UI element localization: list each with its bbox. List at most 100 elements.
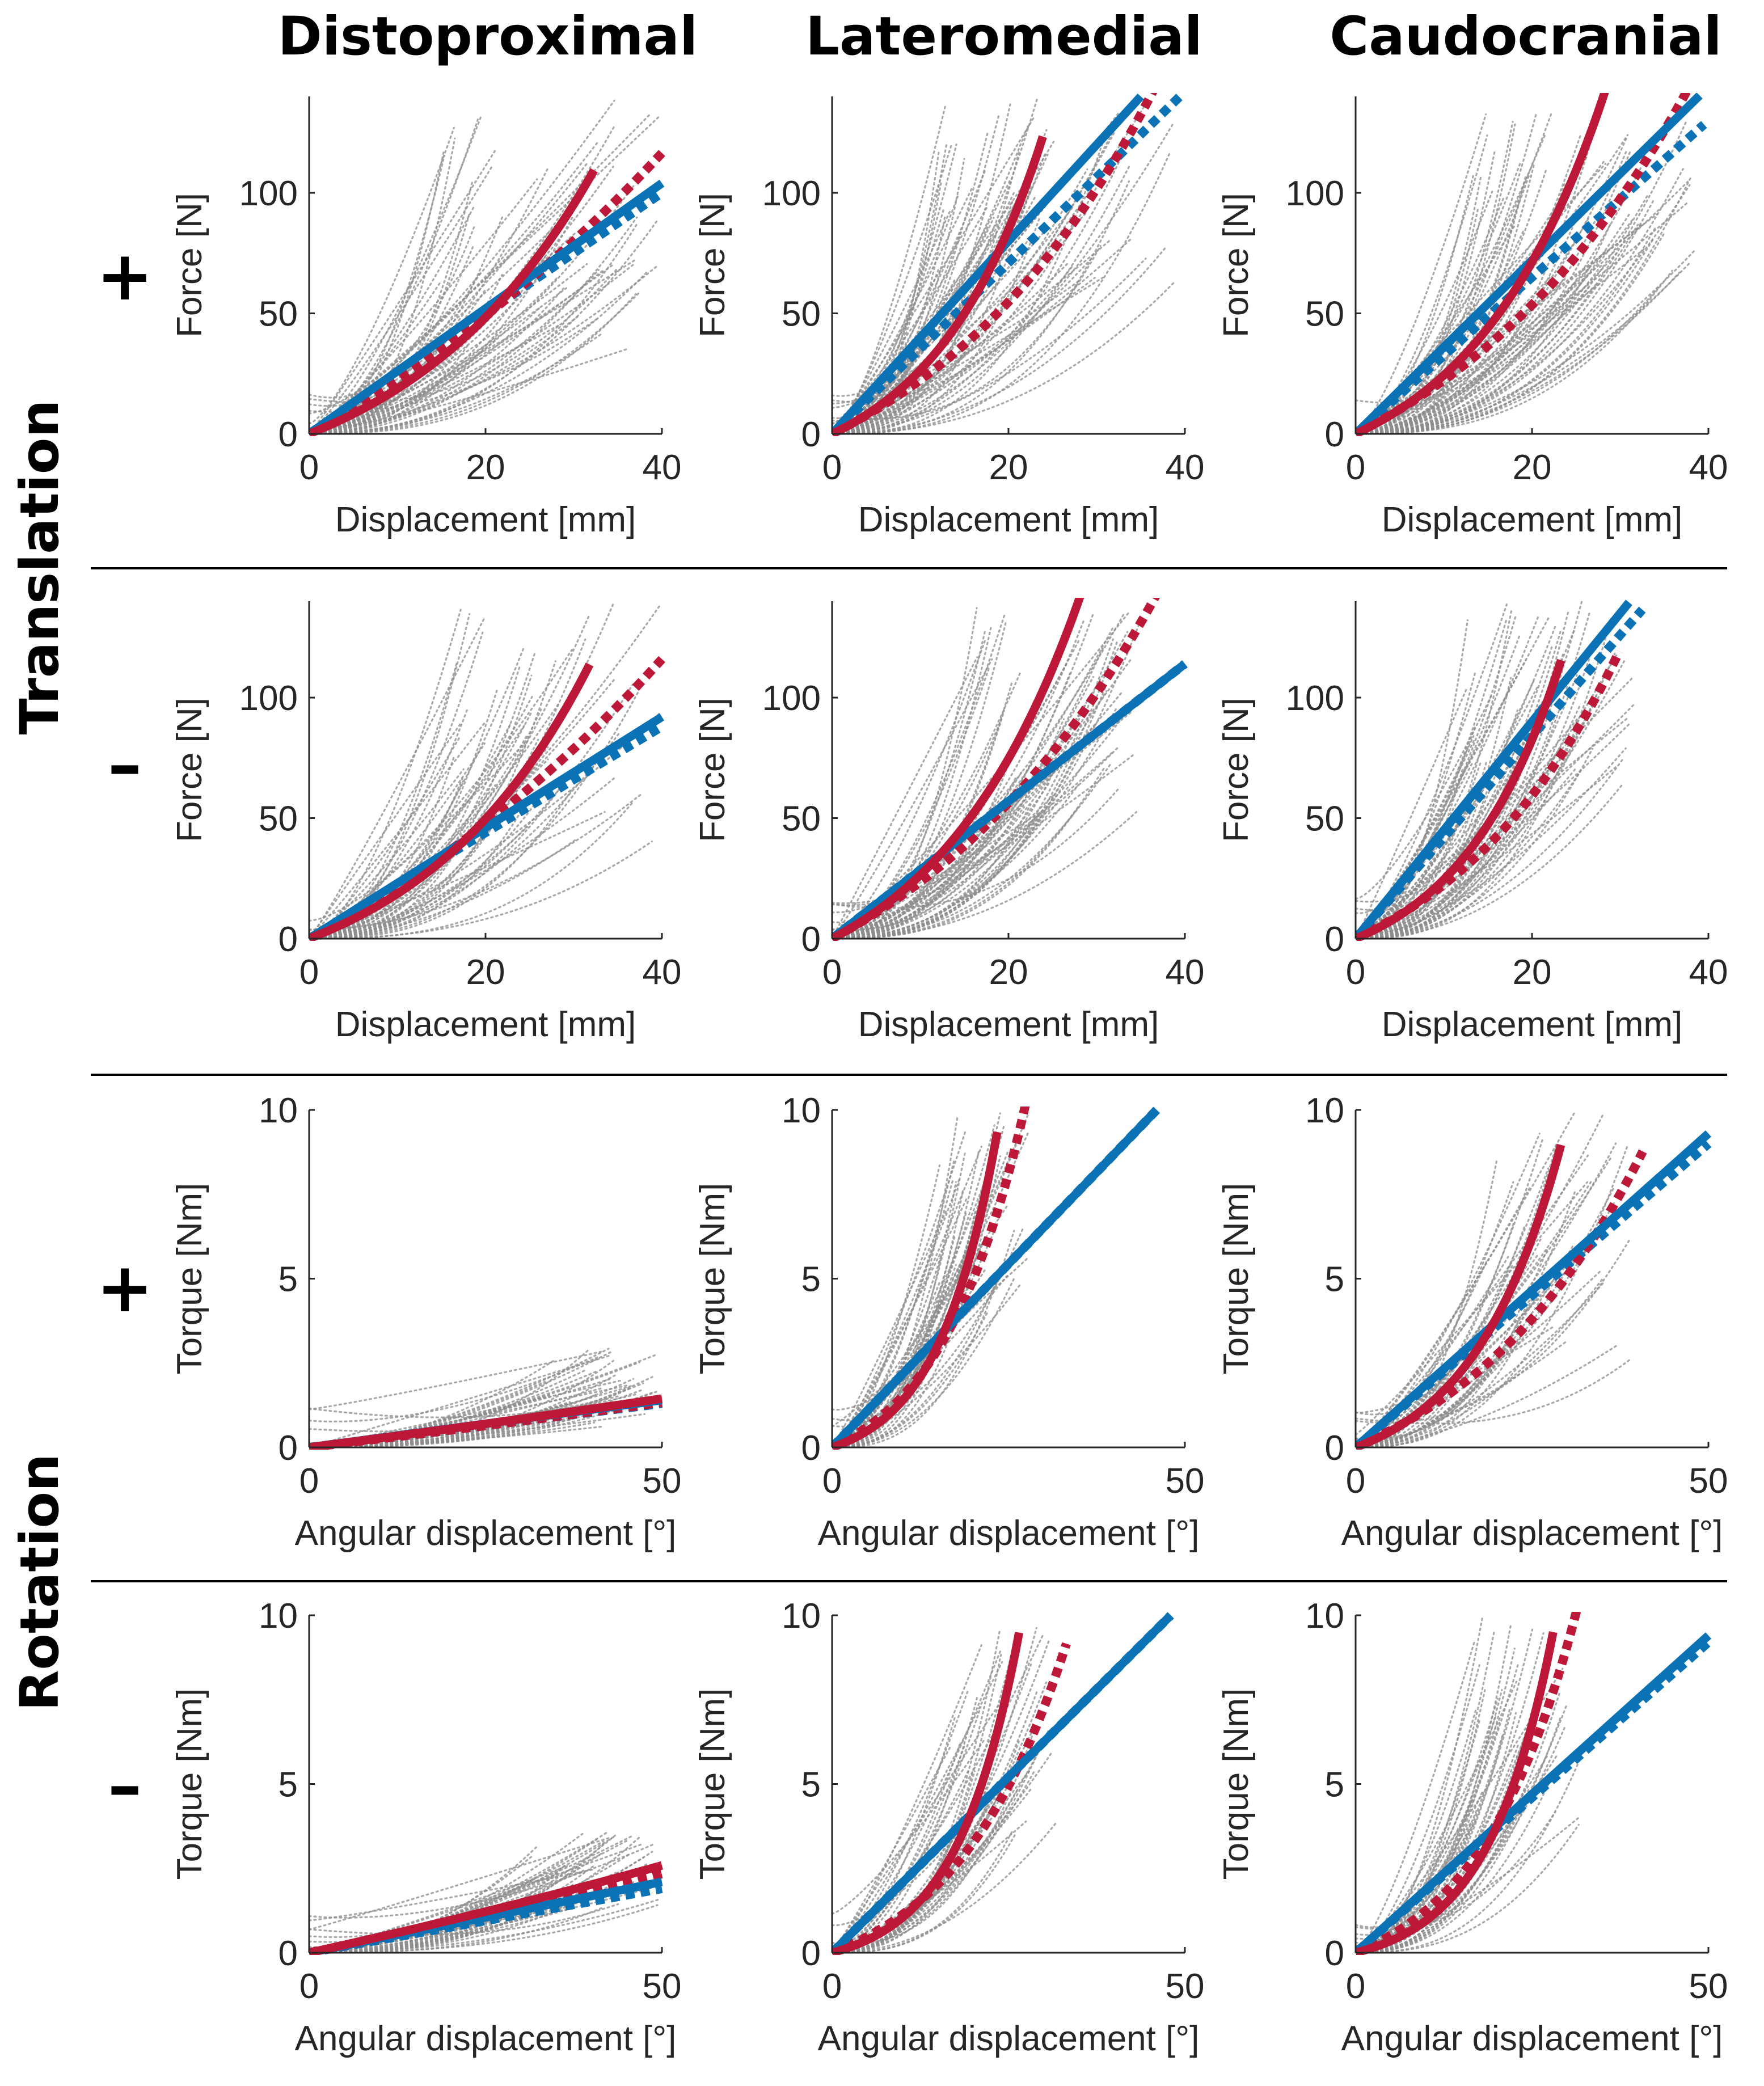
linear-fit-solid xyxy=(309,713,664,941)
x-axis-label: Displacement [mm] xyxy=(1382,1005,1683,1044)
sample-curve xyxy=(309,293,637,435)
sample-curve xyxy=(309,768,575,940)
plot-area xyxy=(309,1831,664,1955)
panel-translation-plus-caudocranial: 0 20 40 0 50 100 Displacement [mm] Force [N] xyxy=(1217,93,1728,539)
sample-curve xyxy=(1356,1787,1526,1954)
exponential-fit-solid xyxy=(309,662,594,941)
plot-area xyxy=(832,598,1188,941)
sample-curve xyxy=(832,216,1041,435)
y-tick-label: 0 xyxy=(278,415,298,454)
sample-curve xyxy=(832,1112,1001,1449)
sample-curve xyxy=(1356,1109,1577,1449)
plot-area xyxy=(309,1348,663,1450)
sample-curve xyxy=(1356,191,1493,435)
sample-curve xyxy=(832,191,1015,435)
plot-area xyxy=(309,99,665,436)
x-tick-label: 20 xyxy=(989,953,1028,992)
sample-curve xyxy=(832,1131,966,1449)
row-group-title-rotation: Rotation xyxy=(9,1454,71,1711)
sample-curve xyxy=(1356,134,1581,435)
x-tick-label: 20 xyxy=(466,953,505,992)
sample-curve xyxy=(832,1153,996,1449)
exponential-fit-solid xyxy=(309,1394,663,1450)
sample-curve xyxy=(832,123,1118,435)
plot-area xyxy=(1356,1109,1712,1450)
x-tick-label: 20 xyxy=(466,448,505,487)
plot-area xyxy=(309,603,665,941)
y-tick-label: 5 xyxy=(1325,1260,1344,1299)
sample-curve xyxy=(1356,196,1505,435)
sample-curve xyxy=(309,164,494,435)
sample-curve xyxy=(832,168,1088,435)
exponential-fit-solid xyxy=(832,135,1047,436)
exponential-fit-solid xyxy=(832,1632,1024,1955)
sample-curve xyxy=(1356,615,1550,940)
exponential-fit-solid xyxy=(1356,93,1609,436)
y-tick-label: 50 xyxy=(259,295,298,334)
panel-rotation-minus-lateromedial: 0 50 0 5 10 Angular displacement [°] Torque [N… xyxy=(693,1597,1204,2058)
sample-curve xyxy=(1356,716,1555,940)
y-axis-label: Force [N] xyxy=(1217,698,1256,842)
sample-curve xyxy=(309,137,456,434)
exponential-fit-solid xyxy=(832,1131,1002,1450)
x-tick-label: 20 xyxy=(989,448,1028,487)
linear-fit-dashed xyxy=(1356,606,1646,941)
exponential-fit-dashed xyxy=(832,1642,1071,1955)
y-tick-label: 5 xyxy=(278,1766,298,1805)
sample-curve xyxy=(309,348,629,435)
sample-curve xyxy=(1356,1641,1475,1954)
y-tick-label: 0 xyxy=(1325,1429,1344,1468)
row-sign-translation-plus: + xyxy=(96,237,154,316)
sample-curve xyxy=(1356,113,1487,435)
panel-rotation-plus-distoproximal: 0 50 0 5 10 Angular displacement [°] Torque [N… xyxy=(170,1091,681,1553)
sample-curve xyxy=(1356,252,1618,435)
row-group-title-translation: Translation xyxy=(9,400,71,735)
y-axis-label: Torque [Nm] xyxy=(1217,1688,1256,1880)
sample-curve xyxy=(309,148,497,435)
exponential-fit-solid xyxy=(309,1861,664,1955)
y-tick-label: 0 xyxy=(278,1429,298,1468)
exponential-fit-solid xyxy=(832,598,1084,941)
x-axis-label: Displacement [mm] xyxy=(858,1005,1159,1044)
x-tick-label: 0 xyxy=(299,1967,319,2006)
y-tick-label: 10 xyxy=(259,1597,298,1636)
panel-rotation-minus-caudocranial: 0 50 0 5 10 Angular displacement [°] Torque [N… xyxy=(1217,1597,1728,2058)
linear-fit-dashed xyxy=(309,189,665,436)
sample-curve xyxy=(309,1903,619,1936)
x-tick-label: 0 xyxy=(299,448,319,487)
sample-curve xyxy=(309,1836,612,1931)
y-tick-label: 5 xyxy=(1325,1766,1344,1805)
sample-curve xyxy=(832,710,1005,940)
panel-translation-plus-distoproximal: 0 20 40 0 50 100 Displacement [mm] Force [N] xyxy=(170,96,681,539)
y-tick-label: 5 xyxy=(801,1766,821,1805)
sample-curve xyxy=(309,226,475,399)
x-tick-label: 50 xyxy=(1166,1462,1205,1501)
sample-curve xyxy=(309,178,538,435)
sample-curve xyxy=(1356,201,1689,435)
sample-curve xyxy=(832,103,1011,435)
sample-curve xyxy=(832,656,978,940)
plot-area xyxy=(1356,93,1707,436)
x-axis-label: Angular displacement [°] xyxy=(1341,1514,1723,1553)
sample-curve xyxy=(832,151,1171,435)
sample-curve xyxy=(309,292,640,435)
x-tick-label: 40 xyxy=(643,448,682,487)
sample-curve xyxy=(309,725,525,940)
x-tick-label: 0 xyxy=(822,448,842,487)
sample-curve xyxy=(1356,686,1468,940)
sample-curve xyxy=(1356,746,1529,940)
column-title-distoproximal: Distoproximal xyxy=(278,6,698,67)
sample-curve xyxy=(309,614,590,940)
exponential-fit-solid xyxy=(1356,1143,1565,1450)
sample-curve xyxy=(832,611,1006,940)
y-tick-label: 0 xyxy=(801,1934,821,1973)
sample-curve xyxy=(832,1257,1028,1428)
y-tick-label: 0 xyxy=(1325,1934,1344,1973)
sample-curve xyxy=(832,1282,1022,1449)
sample-curve xyxy=(1356,1631,1495,1954)
sample-curve xyxy=(832,1177,961,1449)
sample-curve xyxy=(1356,768,1576,940)
linear-fit-solid xyxy=(1356,1632,1712,1955)
